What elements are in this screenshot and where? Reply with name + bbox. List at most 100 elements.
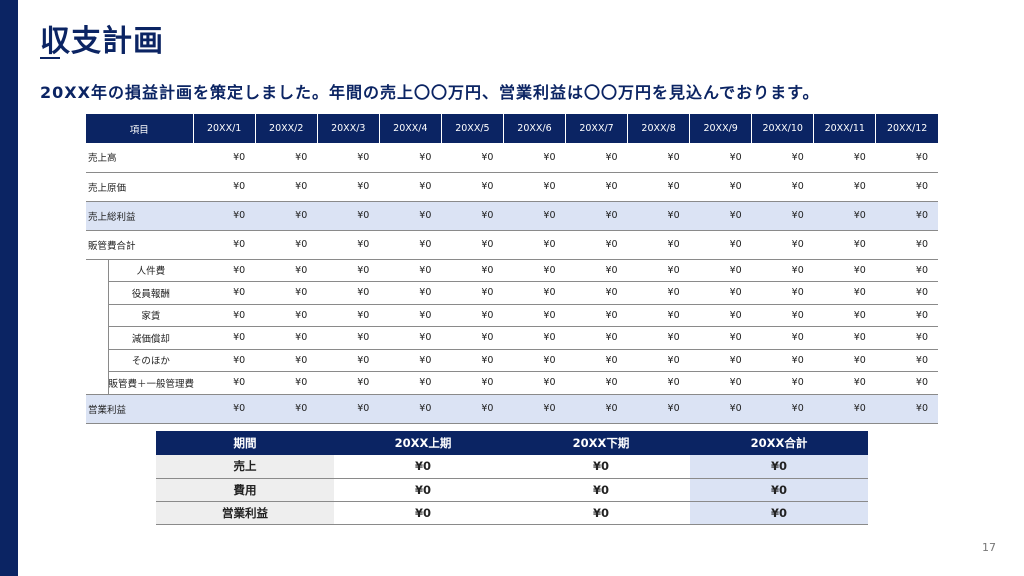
header-month: 20XX/9 <box>689 114 753 143</box>
value-cell: ¥0 <box>813 201 876 231</box>
value-cell: ¥0 <box>255 230 318 260</box>
value-cell: ¥0 <box>193 259 256 282</box>
value-cell: ¥0 <box>379 259 442 282</box>
row-label: 売上高 <box>86 143 194 173</box>
value-cell: ¥0 <box>565 304 628 327</box>
value-cell: ¥0 <box>751 201 814 231</box>
value-cell: ¥0 <box>379 143 442 173</box>
value-cell: ¥0 <box>689 230 752 260</box>
value-cell: ¥0 <box>379 394 442 424</box>
value-cell: ¥0 <box>503 281 566 305</box>
value-cell: ¥0 <box>813 394 876 424</box>
value-cell: ¥0 <box>875 230 938 260</box>
header-month: 20XX/12 <box>875 114 938 143</box>
summary-row: 売上 ¥0 ¥0 ¥0 <box>156 455 868 479</box>
value-cell: ¥0 <box>565 281 628 305</box>
value-cell: ¥0 <box>441 230 504 260</box>
row-label: 販管費＋一般管理費 <box>107 371 194 395</box>
indent-cell <box>86 304 108 327</box>
value-cell: ¥0 <box>317 259 380 282</box>
value-cell: ¥0 <box>813 172 876 202</box>
value-cell: ¥0 <box>441 371 504 395</box>
value-cell: ¥0 <box>503 371 566 395</box>
row-label: 営業利益 <box>86 394 194 424</box>
table-row: 営業利益 ¥0 ¥0 ¥0 ¥0 ¥0 ¥0 ¥0 ¥0 ¥0 ¥0 ¥0 ¥0 <box>86 394 938 424</box>
summary-header-period: 期間 <box>156 431 334 455</box>
summary-row-label: 売上 <box>156 455 334 479</box>
value-cell: ¥0 <box>255 143 318 173</box>
header-item: 項目 <box>86 114 194 143</box>
value-cell: ¥0 <box>813 326 876 350</box>
table-row: 販管費＋一般管理費 ¥0 ¥0 ¥0 ¥0 ¥0 ¥0 ¥0 ¥0 ¥0 ¥0 ¥0 ¥0 <box>86 371 938 395</box>
value-cell: ¥0 <box>503 394 566 424</box>
value-cell: ¥0 <box>193 394 256 424</box>
value-cell: ¥0 <box>751 172 814 202</box>
table-row: 人件費 ¥0 ¥0 ¥0 ¥0 ¥0 ¥0 ¥0 ¥0 ¥0 ¥0 ¥0 ¥0 <box>86 258 938 282</box>
value-cell: ¥0 <box>627 304 690 327</box>
header-month: 20XX/5 <box>441 114 504 143</box>
summary-value-cell: ¥0 <box>690 501 868 525</box>
summary-row-label: 営業利益 <box>156 501 334 525</box>
value-cell: ¥0 <box>379 349 442 372</box>
value-cell: ¥0 <box>565 143 628 173</box>
value-cell: ¥0 <box>193 172 256 202</box>
value-cell: ¥0 <box>875 371 938 395</box>
value-cell: ¥0 <box>875 326 938 350</box>
value-cell: ¥0 <box>379 230 442 260</box>
value-cell: ¥0 <box>565 172 628 202</box>
table-row: 販管費合計 ¥0 ¥0 ¥0 ¥0 ¥0 ¥0 ¥0 ¥0 ¥0 ¥0 ¥0 ¥0 <box>86 230 938 260</box>
value-cell: ¥0 <box>689 326 752 350</box>
value-cell: ¥0 <box>751 326 814 350</box>
table-row: そのほか ¥0 ¥0 ¥0 ¥0 ¥0 ¥0 ¥0 ¥0 ¥0 ¥0 ¥0 ¥0 <box>86 349 938 372</box>
row-label: 売上総利益 <box>86 201 194 231</box>
value-cell: ¥0 <box>441 201 504 231</box>
summary-value-cell: ¥0 <box>512 455 690 479</box>
summary-value-cell: ¥0 <box>334 455 512 479</box>
value-cell: ¥0 <box>875 304 938 327</box>
monthly-pl-table: 項目 20XX/1 20XX/2 20XX/3 20XX/4 20XX/5 20… <box>86 114 938 424</box>
summary-header-total: 20XX合計 <box>690 431 868 455</box>
value-cell: ¥0 <box>317 172 380 202</box>
value-cell: ¥0 <box>627 281 690 305</box>
value-cell: ¥0 <box>193 201 256 231</box>
value-cell: ¥0 <box>751 394 814 424</box>
value-cell: ¥0 <box>627 349 690 372</box>
header-month: 20XX/7 <box>565 114 629 143</box>
value-cell: ¥0 <box>813 349 876 372</box>
value-cell: ¥0 <box>875 349 938 372</box>
indent-cell <box>86 327 108 350</box>
value-cell: ¥0 <box>751 230 814 260</box>
summary-value-cell: ¥0 <box>334 478 512 502</box>
header-month: 20XX/4 <box>379 114 442 143</box>
value-cell: ¥0 <box>317 143 380 173</box>
value-cell: ¥0 <box>565 326 628 350</box>
value-cell: ¥0 <box>627 201 690 231</box>
indent-cell <box>86 349 108 372</box>
value-cell: ¥0 <box>565 349 628 372</box>
value-cell: ¥0 <box>193 304 256 327</box>
value-cell: ¥0 <box>565 371 628 395</box>
table-row: 売上高 ¥0 ¥0 ¥0 ¥0 ¥0 ¥0 ¥0 ¥0 ¥0 ¥0 ¥0 ¥0 <box>86 143 938 173</box>
indent-cell <box>86 371 109 395</box>
header-month: 20XX/10 <box>751 114 815 143</box>
header-month: 20XX/11 <box>813 114 877 143</box>
value-cell: ¥0 <box>503 349 566 372</box>
value-cell: ¥0 <box>689 143 752 173</box>
value-cell: ¥0 <box>503 172 566 202</box>
row-label: 売上原価 <box>86 172 194 202</box>
value-cell: ¥0 <box>317 349 380 372</box>
value-cell: ¥0 <box>627 172 690 202</box>
value-cell: ¥0 <box>627 259 690 282</box>
value-cell: ¥0 <box>317 281 380 305</box>
table-row: 家賃 ¥0 ¥0 ¥0 ¥0 ¥0 ¥0 ¥0 ¥0 ¥0 ¥0 ¥0 ¥0 <box>86 304 938 327</box>
value-cell: ¥0 <box>813 371 876 395</box>
row-label: 減価償却 <box>107 326 194 350</box>
value-cell: ¥0 <box>193 143 256 173</box>
summary-header-row: 期間 20XX上期 20XX下期 20XX合計 <box>156 431 868 455</box>
header-month: 20XX/3 <box>317 114 380 143</box>
summary-table: 期間 20XX上期 20XX下期 20XX合計 売上 ¥0 ¥0 ¥0 費用 ¥0 ¥0 ¥0… <box>156 431 868 525</box>
summary-row: 費用 ¥0 ¥0 ¥0 <box>156 478 868 502</box>
value-cell: ¥0 <box>875 281 938 305</box>
value-cell: ¥0 <box>813 304 876 327</box>
value-cell: ¥0 <box>627 371 690 395</box>
